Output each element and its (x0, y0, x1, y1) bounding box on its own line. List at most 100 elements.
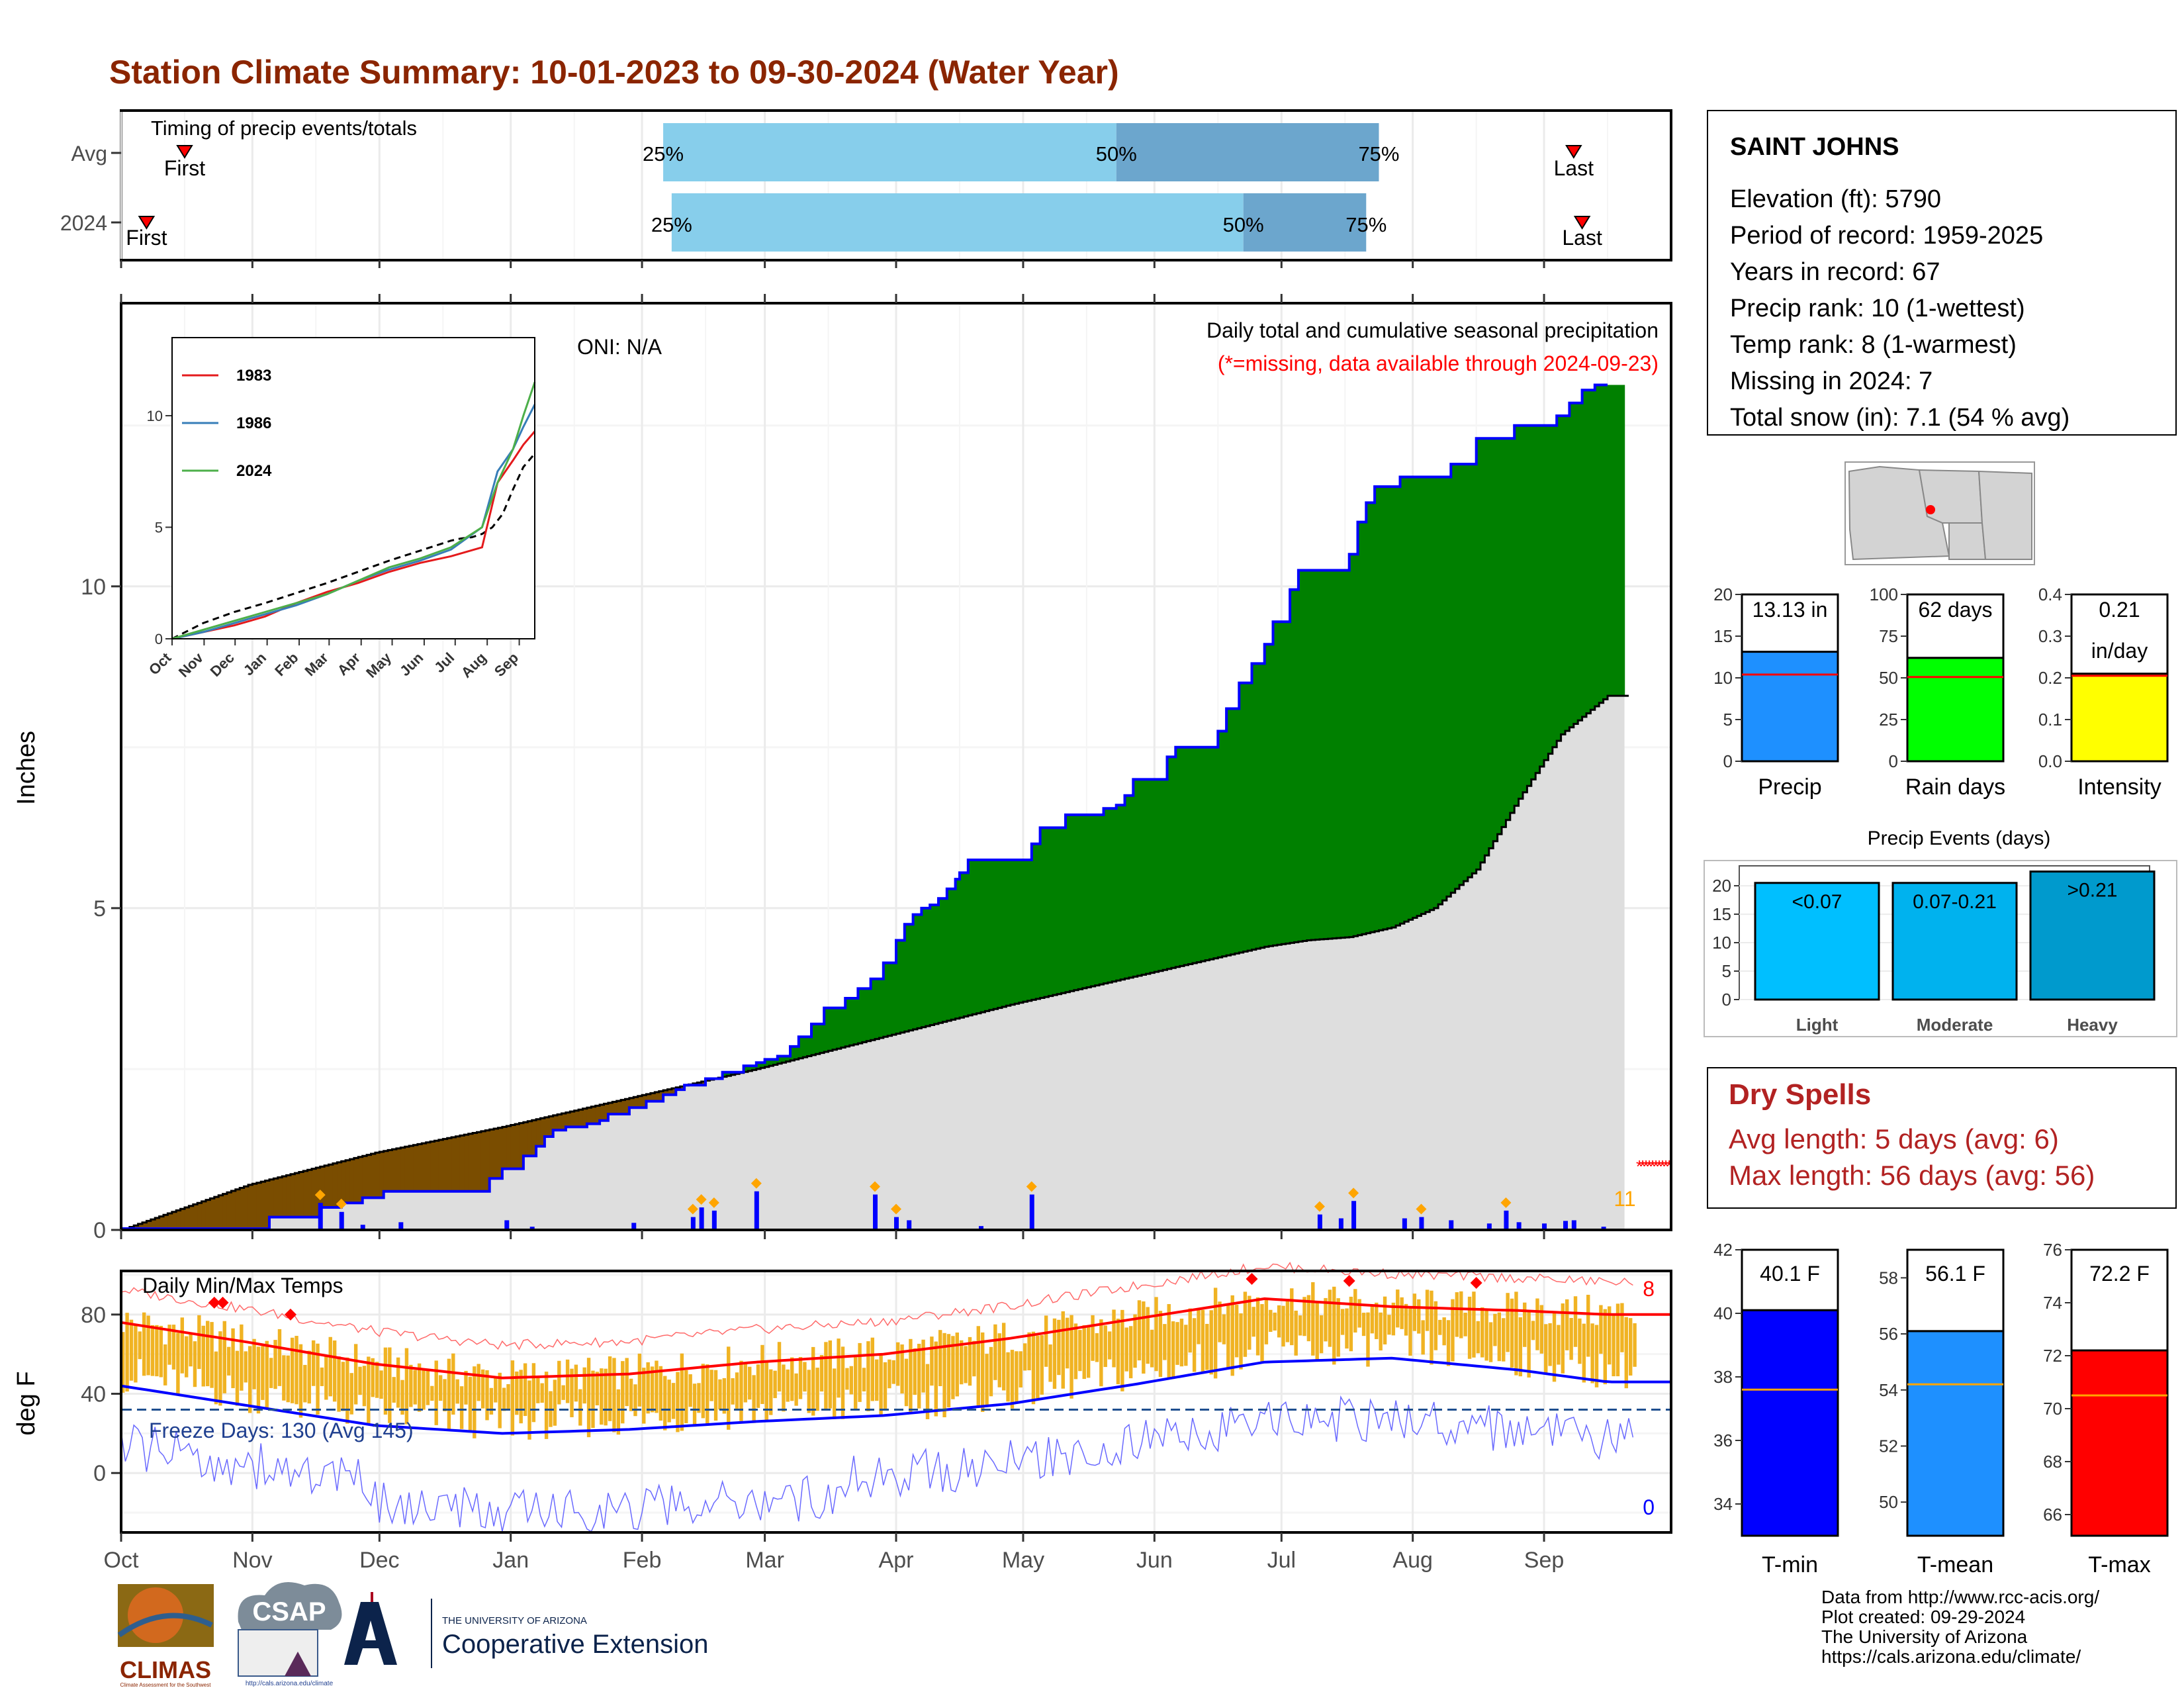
daily-temp-bar (964, 1346, 968, 1383)
surplus-sliver (1620, 385, 1625, 696)
deficit-sliver (616, 1101, 621, 1114)
deficit-sliver (404, 1147, 410, 1192)
surplus-sliver (1226, 708, 1232, 956)
mini-precip-rain-days: 62 days 0 25 50 75 100 Rain days (1870, 585, 2005, 800)
surplus-sliver (1438, 477, 1443, 905)
daily-temp-bar (642, 1368, 646, 1424)
surplus-sliver (858, 988, 863, 1044)
surplus-sliver (1497, 438, 1502, 835)
record-low-count: 0 (1643, 1495, 1655, 1519)
deficit-sliver (180, 1209, 185, 1229)
mini-precip-label: Precip (1758, 774, 1821, 800)
mini-precip-ytick-label: 100 (1870, 585, 1898, 604)
mini-precip-ytick-label: 15 (1713, 626, 1733, 646)
timing-row-label-2024: 2024 (60, 211, 107, 235)
daily-temp-bar (1277, 1305, 1281, 1338)
daily-temp-bar (1179, 1319, 1184, 1367)
surplus-sliver (1128, 795, 1134, 978)
deficit-sliver (459, 1135, 465, 1192)
surplus-sliver (1442, 477, 1447, 901)
surplus-sliver (1353, 554, 1359, 937)
daily-temp-bar (798, 1356, 803, 1399)
daily-precip-bar (398, 1222, 404, 1230)
daily-temp-bar (680, 1353, 684, 1431)
surplus-sliver (887, 962, 893, 1036)
mini-temp-value: 40.1 F (1760, 1262, 1820, 1286)
surplus-sliver (1230, 708, 1236, 955)
deficit-sliver (608, 1102, 613, 1114)
surplus-sliver (1201, 747, 1206, 962)
mini-precip-value: 62 days (1918, 598, 1992, 622)
record-high-marker (284, 1308, 296, 1321)
deficit-sliver (362, 1156, 367, 1198)
surplus-sliver (1069, 814, 1075, 992)
daily-temp-bar (612, 1358, 616, 1432)
mini-temp-label: T-max (2088, 1552, 2150, 1577)
deficit-sliver (155, 1217, 160, 1229)
events-bar-label: <0.07 (1792, 891, 1843, 913)
daily-precip-bar (1449, 1220, 1454, 1230)
mini-precip-ytick-label: 0.0 (2038, 751, 2062, 771)
deficit-sliver (557, 1114, 563, 1131)
mini-precip-value: 13.13 in (1752, 598, 1828, 622)
deficit-sliver (244, 1186, 249, 1229)
inset-legend-label: 1986 (236, 414, 271, 432)
deficit-sliver (515, 1124, 520, 1169)
surplus-sliver (942, 898, 948, 1022)
daily-temp-bar (531, 1363, 536, 1423)
surplus-sliver (1315, 570, 1320, 940)
daily-temp-bar (769, 1369, 773, 1415)
daily-temp-bar (1353, 1289, 1357, 1333)
daily-temp-bar (1586, 1294, 1590, 1357)
deficit-sliver (637, 1096, 643, 1108)
deficit-sliver (701, 1081, 706, 1086)
surplus-sliver (1484, 438, 1490, 856)
surplus-sliver (1455, 464, 1460, 889)
mini-temp-t-max: 72.2 F 66 68 70 72 74 76 T-max (2043, 1240, 2169, 1577)
daily-temp-bar (837, 1338, 841, 1398)
daily-temp-bar (773, 1370, 777, 1399)
surplus-sliver (1578, 402, 1583, 721)
map-state-newmexico-north (1918, 469, 1983, 524)
daily-temp-bar (1260, 1304, 1264, 1363)
daily-temp-bar (655, 1360, 659, 1413)
deficit-sliver (286, 1175, 291, 1217)
daily-temp-bar (159, 1325, 163, 1378)
daily-temp-bar (256, 1346, 261, 1414)
mini-temp-value: 72.2 F (2089, 1262, 2150, 1286)
daily-temp-bar (163, 1344, 167, 1385)
daily-temp-bar (1345, 1308, 1349, 1349)
surplus-sliver (1336, 570, 1342, 939)
daily-temp-bar (913, 1348, 917, 1395)
daily-temp-bar (955, 1333, 959, 1397)
avg-cumulative-line (121, 694, 1629, 1231)
surplus-sliver (934, 905, 939, 1024)
daily-temp-bar (226, 1346, 231, 1376)
daily-temp-bar (1234, 1305, 1239, 1358)
avg-tmax-line (120, 1297, 1671, 1380)
daily-temp-bar (379, 1370, 383, 1399)
daily-temp-bar (1285, 1299, 1290, 1342)
daily-precip-bar (1516, 1222, 1522, 1230)
surplus-sliver (1099, 814, 1105, 985)
surplus-sliver (803, 1037, 808, 1058)
snow-marker (1348, 1188, 1359, 1199)
daily-temp-bar (934, 1341, 938, 1417)
mini-temp-ytick-label: 76 (2043, 1240, 2062, 1260)
deficit-sliver (167, 1213, 173, 1229)
daily-temp-bar (1213, 1288, 1218, 1379)
daily-precip-bar (690, 1217, 696, 1230)
station-line: Precip rank: 10 (1-wettest) (1730, 295, 2025, 322)
surplus-sliver (1290, 589, 1295, 943)
mini-temp-ytick-label: 42 (1713, 1240, 1733, 1260)
timing-label-first: First (164, 156, 205, 180)
surplus-sliver (1260, 663, 1265, 948)
surplus-sliver (1361, 522, 1367, 935)
daily-temp-bar (1302, 1297, 1306, 1336)
mini-temp-charts: 40.1 F 34 36 38 40 42 T-min 56.1 F 50 52 54 56 58 T-m… (1713, 1240, 2169, 1577)
mini-temp-t-min: 40.1 F 34 36 38 40 42 T-min (1713, 1240, 1839, 1577)
record-high-marker (1470, 1276, 1482, 1289)
surplus-sliver (972, 859, 978, 1015)
surplus-sliver (1345, 570, 1350, 938)
daily-temp-bar (989, 1346, 993, 1397)
